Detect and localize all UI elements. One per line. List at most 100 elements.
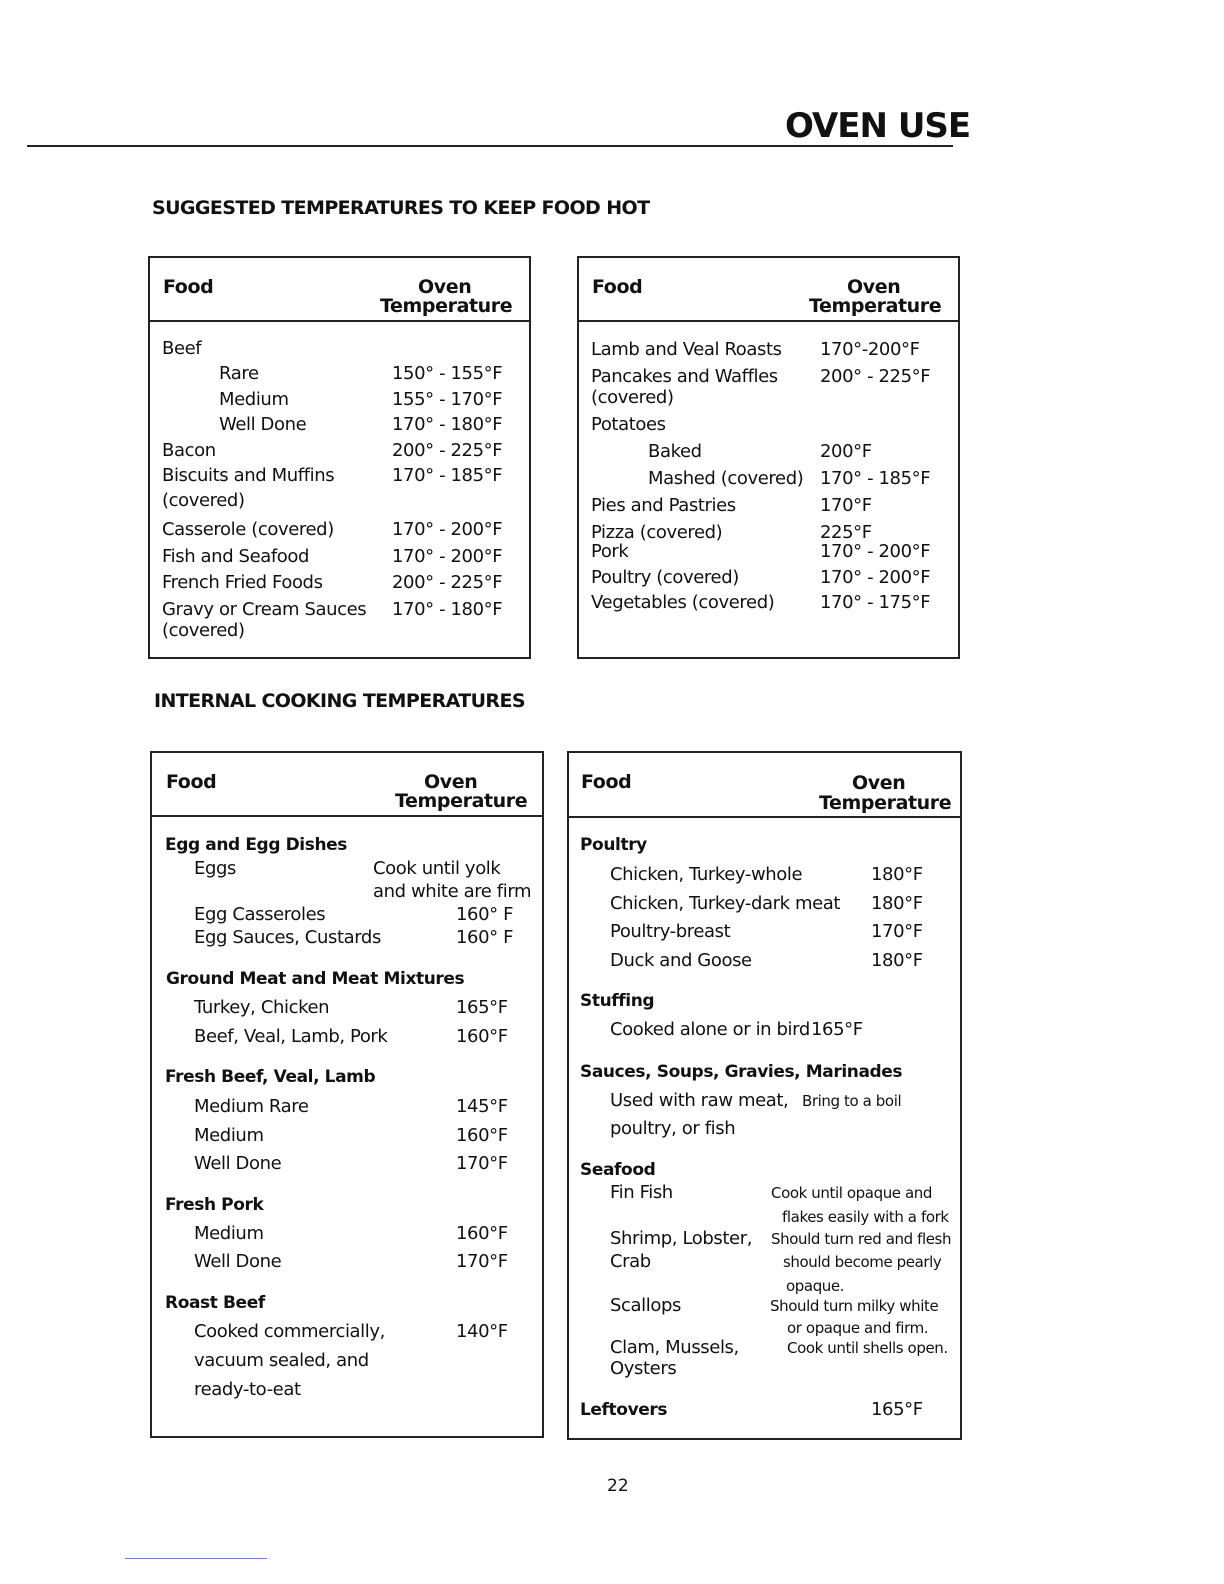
internal-table-right: Food Oven Temperature Poultry Chicken, Turke… [567,751,962,1440]
temperature-value: 170° - 200°F [820,567,931,588]
food-name: Medium [194,1223,264,1244]
temperature-value: 170° - 180°F [392,414,503,435]
temperature-value: 170° - 185°F [820,468,931,489]
category-label: Poultry [580,835,647,855]
category-label: Ground Meat and Meat Mixtures [166,969,465,989]
food-name: Gravy or Cream Sauces [162,599,367,620]
temperature-value: 170° - 200°F [392,519,503,540]
header-food: Food [581,771,632,793]
temperature-value: 170°F [456,1153,508,1174]
temperature-value: 200° - 225°F [820,366,931,387]
category-label: Sauces, Soups, Gravies, Marinades [580,1062,903,1082]
temperature-value: 170° - 200°F [392,546,503,567]
temperature-value: 150° - 155°F [392,363,503,384]
food-name: Beef, Veal, Lamb, Pork [194,1026,388,1047]
food-name: Turkey, Chicken [194,997,330,1018]
food-name: Well Done [194,1153,282,1174]
food-name: Poultry (covered) [591,567,739,588]
food-name: Biscuits and Muffins [162,465,335,486]
header-temperature: Temperature [809,295,942,317]
food-name: Pizza (covered) [591,522,723,543]
food-name: Duck and Goose [610,950,752,971]
header-divider [579,320,958,322]
food-name: Egg Casseroles [194,904,326,925]
header-temperature: Temperature [380,295,513,317]
temperature-value: 160°F [456,1125,508,1146]
temperature-value: 200° - 225°F [392,572,503,593]
food-name: Shrimp, Lobster, [610,1228,753,1249]
food-name: Casserole (covered) [162,519,334,540]
header-oven: Oven [418,276,472,298]
food-name: Fish and Seafood [162,546,310,567]
temperature-value: should become pearly [783,1253,942,1271]
header-divider [152,815,542,817]
category-label: Fresh Pork [165,1195,264,1215]
food-name: Eggs [194,858,237,879]
temperature-value: flakes easily with a fork [782,1208,949,1226]
food-name: vacuum sealed, and [194,1350,369,1371]
food-name: Chicken, Turkey-whole [610,864,803,885]
temperature-value: 225°F [820,522,872,543]
temperature-value: Should turn red and flesh [771,1230,952,1248]
food-name: (covered) [162,620,245,641]
temperature-value: 160° F [456,927,514,948]
food-name: Lamb and Veal Roasts [591,339,782,360]
food-name: Medium [219,389,289,410]
temperature-value: 140°F [456,1321,508,1342]
temperature-value: and white are firm [373,881,532,902]
food-name: Rare [219,363,259,384]
temperature-value: Bring to a boil [802,1092,902,1110]
temperature-value: 170° - 200°F [820,541,931,562]
temperature-value: 170° - 185°F [392,465,503,486]
food-name: Poultry-breast [610,921,731,942]
internal-table-left: Food Oven Temperature Egg and Egg Dishes Egg… [150,751,544,1438]
category-label: Seafood [580,1160,656,1180]
page-title: OVEN USE [785,106,971,146]
temperature-value: or opaque and firm. [787,1319,929,1337]
temperature-value: 170°F [820,495,872,516]
food-name: poultry, or fish [610,1118,736,1139]
food-name: Cooked commercially, [194,1321,385,1342]
header-temperature: Temperature [395,790,528,812]
food-name: Used with raw meat, [610,1090,789,1111]
temperature-value: 180°F [871,950,923,971]
food-name: Cooked alone or in bird [610,1019,810,1040]
temperature-value: 155° - 170°F [392,389,503,410]
food-name: Scallops [610,1295,681,1316]
section-heading-internal: INTERNAL COOKING TEMPERATURES [154,690,526,712]
temperature-value: 200° - 225°F [392,440,503,461]
food-name: Clam, Mussels, [610,1337,739,1358]
food-name: Medium Rare [194,1096,309,1117]
food-name: Well Done [219,414,307,435]
food-name: Potatoes [591,414,666,435]
section-heading-keep-hot: SUGGESTED TEMPERATURES TO KEEP FOOD HOT [152,197,650,219]
temperature-value: 170° - 175°F [820,592,931,613]
food-name: French Fried Foods [162,572,323,593]
temperature-value: 180°F [871,893,923,914]
footer-line [125,1558,267,1559]
header-temperature: Temperature [819,792,952,814]
food-name: Mashed (covered) [648,468,804,489]
temperature-value: 160° F [456,904,514,925]
food-name: Pancakes and Waffles [591,366,778,387]
temperature-value: 165°F [811,1019,863,1040]
food-name: Egg Sauces, Custards [194,927,381,948]
temperature-value: 200°F [820,441,872,462]
food-name: Crab [610,1251,651,1272]
food-name: Vegetables (covered) [591,592,775,613]
temperature-value: 165°F [871,1399,923,1420]
header-divider [569,816,960,818]
header-food: Food [592,276,643,298]
category-label: Fresh Beef, Veal, Lamb [165,1067,376,1087]
food-name: Bacon [162,440,216,461]
temperature-value: 170° - 180°F [392,599,503,620]
temperature-value: Cook until shells open. [787,1339,948,1357]
category-label: Egg and Egg Dishes [165,835,348,855]
temperature-value: 160°F [456,1026,508,1047]
food-name: (covered) [162,490,245,511]
temperature-value: 180°F [871,864,923,885]
food-name: Well Done [194,1251,282,1272]
temperature-value: 170°F [871,921,923,942]
category-label: Stuffing [580,991,655,1011]
food-name: Beef [162,338,202,359]
